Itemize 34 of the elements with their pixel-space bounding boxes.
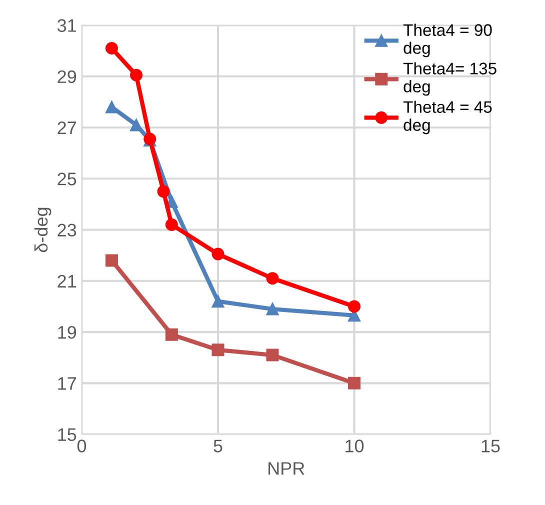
point <box>130 68 142 82</box>
point <box>348 300 360 313</box>
point <box>266 302 279 316</box>
x-tick-label: 0 <box>77 440 86 452</box>
y-tick-label: 21 <box>58 274 76 288</box>
legend-label: Theta4= 135 deg <box>403 62 496 96</box>
point <box>348 376 360 390</box>
point <box>105 42 118 55</box>
point <box>212 344 224 356</box>
point <box>165 218 178 231</box>
x-tick-label: 15 <box>482 440 500 452</box>
point <box>130 118 142 132</box>
x-tick-label: 5 <box>214 440 222 452</box>
y-tick-label: 25 <box>58 172 76 186</box>
y-axis-title: δ-deg <box>34 208 52 252</box>
point <box>105 254 118 267</box>
point <box>157 185 170 198</box>
legend-label: Theta4 = 45 deg <box>403 100 492 134</box>
legend-label: Theta4 = 90 deg <box>403 24 492 58</box>
y-tick-label: 27 <box>58 121 76 134</box>
y-tick-label: 19 <box>58 326 76 339</box>
point <box>165 328 178 341</box>
x-axis-title: NPR <box>268 462 304 475</box>
point <box>266 272 279 285</box>
point <box>105 100 118 114</box>
y-tick-label: 31 <box>57 19 76 32</box>
point <box>212 295 224 308</box>
y-tick-label: 29 <box>58 70 76 84</box>
y-tick-label: 23 <box>58 224 76 236</box>
point <box>212 248 224 260</box>
point <box>266 348 279 362</box>
y-tick-label: 17 <box>58 377 76 390</box>
y-tick-label: 15 <box>58 428 76 442</box>
x-tick-label: 10 <box>346 440 364 452</box>
